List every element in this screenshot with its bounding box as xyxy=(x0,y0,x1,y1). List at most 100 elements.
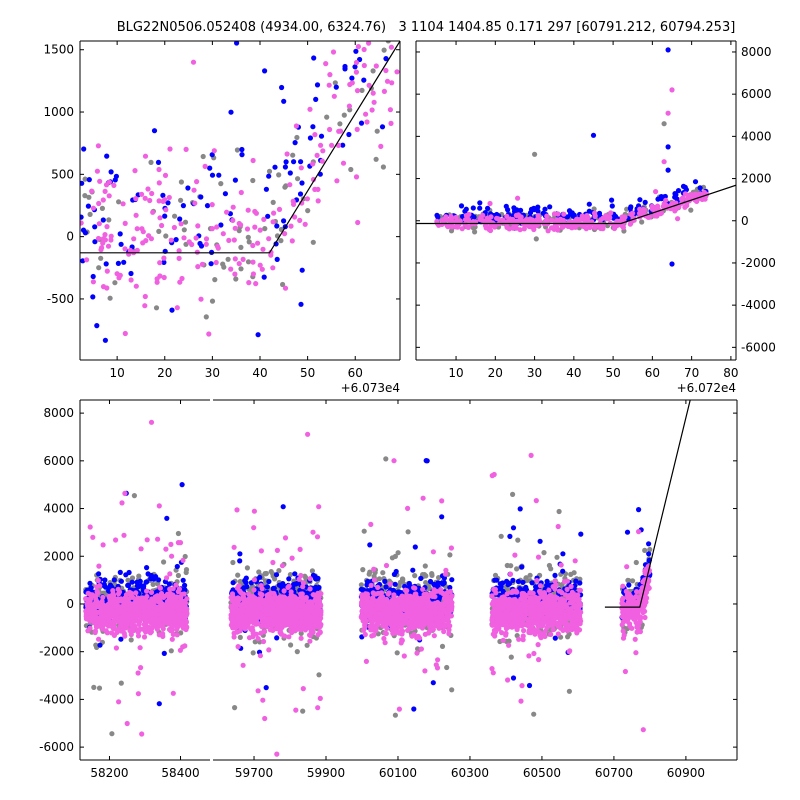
data-point-gray xyxy=(116,199,122,205)
data-point-gray xyxy=(305,208,311,214)
data-point-pink xyxy=(166,601,173,607)
data-point-pink xyxy=(156,180,162,186)
data-point-pink xyxy=(628,211,634,217)
data-point-pink xyxy=(579,213,585,219)
data-point-blue xyxy=(144,565,150,571)
y-tick-label: -500 xyxy=(47,292,74,306)
data-point-pink xyxy=(516,218,522,224)
data-point-blue xyxy=(416,585,422,591)
data-point-blue xyxy=(505,582,511,588)
data-point-pink xyxy=(144,593,150,600)
y-tick-label: -6000 xyxy=(39,740,74,754)
data-point-pink xyxy=(238,189,244,196)
data-point-blue xyxy=(552,635,558,641)
data-point-pink xyxy=(240,256,246,262)
data-point-blue xyxy=(216,172,222,178)
data-point-blue xyxy=(102,337,108,343)
data-point-blue xyxy=(197,240,203,247)
model-line xyxy=(80,41,400,254)
data-point-pink xyxy=(600,226,606,232)
data-point-gray xyxy=(394,650,400,656)
x-tick-label: 40 xyxy=(252,366,267,380)
data-point-blue xyxy=(462,208,468,214)
data-point-pink xyxy=(104,285,110,291)
data-point-blue xyxy=(292,140,298,146)
data-point-blue xyxy=(279,84,285,91)
data-point-pink xyxy=(232,271,238,277)
data-point-gray xyxy=(447,552,453,558)
data-point-pink xyxy=(176,248,182,254)
data-point-gray xyxy=(182,553,188,560)
data-point-pink xyxy=(181,235,187,241)
data-point-pink xyxy=(240,662,246,668)
data-point-pink xyxy=(169,553,175,559)
data-point-pink xyxy=(168,237,174,243)
x-tick-label: 30 xyxy=(527,366,542,380)
data-point-pink xyxy=(175,589,181,595)
data-point-pink xyxy=(147,630,153,636)
data-point-blue xyxy=(173,237,179,243)
data-point-gray xyxy=(128,637,134,643)
data-point-blue xyxy=(383,56,389,62)
data-point-blue xyxy=(272,164,278,170)
data-point-pink xyxy=(682,191,689,197)
y-tick-label: 4000 xyxy=(43,502,74,516)
data-point-pink xyxy=(373,63,379,69)
data-point-pink xyxy=(101,602,107,608)
data-point-pink xyxy=(146,609,152,615)
data-point-pink xyxy=(175,607,182,613)
data-point-pink xyxy=(156,594,162,600)
data-point-pink xyxy=(139,731,145,737)
data-point-pink xyxy=(198,296,204,302)
data-point-pink xyxy=(310,529,316,535)
data-point-gray xyxy=(554,554,560,560)
data-point-blue xyxy=(100,217,106,223)
data-point-gray xyxy=(688,207,694,213)
data-point-blue xyxy=(477,200,483,206)
data-point-pink xyxy=(115,586,121,592)
data-point-pink xyxy=(85,608,91,615)
data-point-blue xyxy=(185,185,191,191)
data-point-blue xyxy=(367,542,373,548)
data-point-pink xyxy=(323,61,329,67)
data-point-blue xyxy=(81,146,87,152)
data-point-pink xyxy=(282,231,288,237)
data-point-pink xyxy=(316,504,322,510)
data-point-gray xyxy=(96,685,103,691)
data-point-pink xyxy=(250,157,256,164)
data-point-pink xyxy=(255,240,261,246)
data-point-blue xyxy=(160,192,166,198)
x-tick-label: 20 xyxy=(488,366,503,380)
data-point-pink xyxy=(337,128,344,134)
x-tick-label: 30 xyxy=(205,366,220,380)
data-point-pink xyxy=(132,168,138,174)
data-point-pink xyxy=(80,220,84,226)
data-point-gray xyxy=(287,572,293,578)
data-point-pink xyxy=(107,612,113,619)
data-point-blue xyxy=(573,578,579,584)
y-tick-label: 0 xyxy=(66,230,74,244)
data-point-pink xyxy=(111,625,117,632)
data-point-pink xyxy=(144,537,150,543)
data-point-blue xyxy=(507,533,513,540)
data-point-blue xyxy=(596,210,603,216)
bottom-axes-2: 59700 59900 60100 60300 60500 60700 60900 xyxy=(213,399,738,780)
data-point-pink xyxy=(250,271,256,277)
data-point-gray xyxy=(106,217,112,223)
data-point-blue xyxy=(121,259,127,265)
data-point-pink xyxy=(157,273,163,279)
data-point-pink xyxy=(300,686,306,692)
data-point-pink xyxy=(669,201,675,207)
data-point-blue xyxy=(207,165,213,171)
data-point-gray xyxy=(381,47,387,53)
data-point-gray xyxy=(178,179,184,185)
data-point-pink xyxy=(251,587,257,593)
data-point-blue xyxy=(179,482,185,488)
data-point-pink xyxy=(353,69,359,75)
data-point-pink xyxy=(135,633,142,639)
data-point-pink xyxy=(293,123,299,129)
data-point-blue xyxy=(340,142,346,148)
data-point-gray xyxy=(383,456,389,462)
data-point-pink xyxy=(114,614,120,620)
data-point-blue xyxy=(692,179,699,185)
